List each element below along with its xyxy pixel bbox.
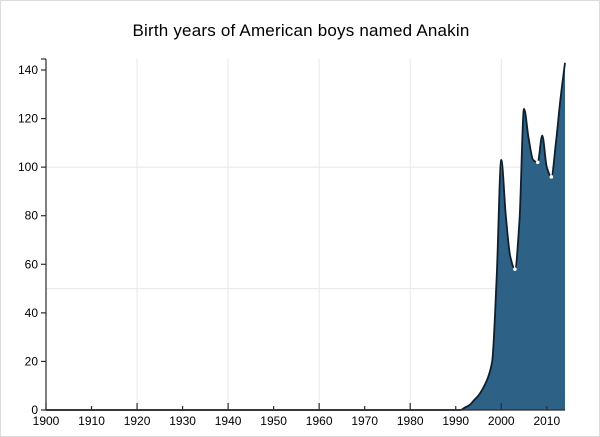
x-tick-label: 1920 <box>124 414 151 428</box>
chart-title: Birth years of American boys named Anaki… <box>132 21 470 40</box>
area-fill <box>46 62 565 410</box>
y-tick-label: 0 <box>31 403 38 417</box>
x-tick-label: 1990 <box>442 414 469 428</box>
dip-marker-dot <box>549 175 554 179</box>
x-tick-label: 2010 <box>533 414 560 428</box>
y-tick-label: 80 <box>25 209 39 223</box>
y-tick-label: 60 <box>25 257 39 271</box>
x-tick-label: 1940 <box>215 414 242 428</box>
x-tick-label: 1930 <box>169 414 196 428</box>
x-tick-label: 1970 <box>351 414 378 428</box>
y-tick-label: 100 <box>18 160 38 174</box>
dip-marker-dot <box>535 160 540 165</box>
y-tick-label: 140 <box>18 63 38 77</box>
x-tick-label: 2000 <box>488 414 515 428</box>
x-tick-label: 1950 <box>260 414 287 428</box>
x-tick-label: 1910 <box>78 414 105 428</box>
x-tick-label: 1960 <box>306 414 333 428</box>
y-tick-label: 20 <box>25 354 39 368</box>
y-tick-label: 40 <box>25 306 39 320</box>
dip-marker-dot <box>513 267 517 271</box>
x-tick-label: 1900 <box>33 414 60 428</box>
y-tick-label: 120 <box>18 112 38 126</box>
area-outline <box>46 62 566 411</box>
x-tick-label: 1980 <box>397 414 424 428</box>
